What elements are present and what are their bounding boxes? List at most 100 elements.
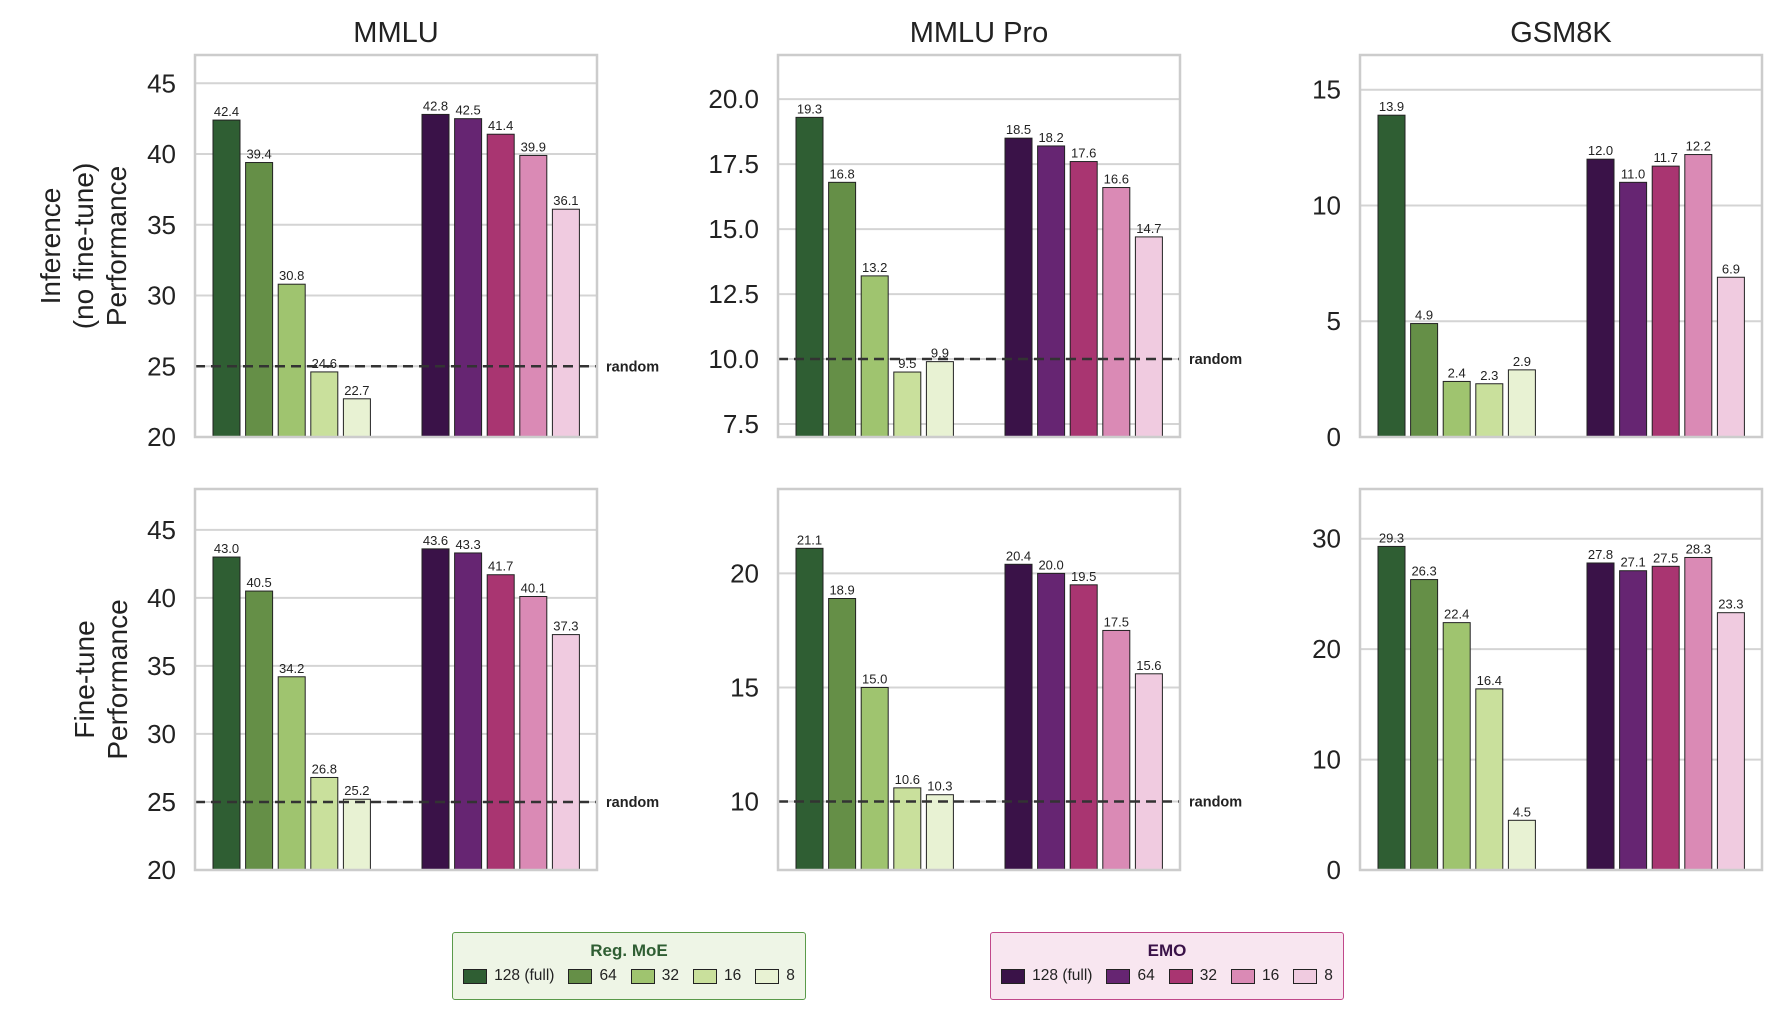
bar-value-label: 4.5 <box>1513 804 1531 819</box>
bar-value-label: 20.0 <box>1038 557 1063 572</box>
bar <box>519 595 548 871</box>
bar <box>1442 622 1471 871</box>
bar-value-label: 18.2 <box>1038 130 1063 145</box>
bar-value-label: 34.2 <box>279 661 304 676</box>
legend-swatch <box>1293 968 1318 984</box>
row-label-line: Inference <box>35 188 66 305</box>
bar-value-label: 16.6 <box>1104 172 1129 187</box>
bar-value-label: 40.1 <box>521 580 546 595</box>
y-tick-label: 30 <box>147 281 176 311</box>
bar-value-label: 26.8 <box>312 761 337 776</box>
legend-swatch <box>692 968 717 984</box>
y-tick-label: 12.5 <box>708 279 759 309</box>
bar-value-label: 19.3 <box>797 101 822 116</box>
bar-value-label: 2.3 <box>1480 368 1498 383</box>
bar <box>1684 154 1713 438</box>
row-label: Inference(no fine-tune)Performance <box>35 163 132 330</box>
plot-frame <box>1358 53 1764 439</box>
bar-value-label: 27.5 <box>1653 550 1678 565</box>
bar <box>1716 612 1745 871</box>
legend-item: 8 <box>1293 967 1333 985</box>
bar-value-label: 36.1 <box>553 193 578 208</box>
bar-value-label: 16.8 <box>829 166 854 181</box>
legend-emo: EMO 128 (full) 64 32 16 8 <box>990 932 1344 1000</box>
plot-frame <box>193 53 599 439</box>
bar-value-label: 10.3 <box>927 779 952 794</box>
panel-0-2: 0 5 10 15 13.9 4.9 2.4 2.3 2.9 12.0 11.0 11.7 12.2 6.… <box>1312 17 1764 452</box>
y-tick-label: 15 <box>1312 75 1341 105</box>
y-tick-label: 45 <box>147 515 176 545</box>
bar <box>1475 383 1504 438</box>
y-tick-label: 30 <box>1312 524 1341 554</box>
bar-value-label: 21.1 <box>797 532 822 547</box>
legend-item: 16 <box>692 967 741 985</box>
legend-item: 64 <box>1106 967 1155 985</box>
random-label: random <box>1189 795 1242 811</box>
bar <box>1410 323 1439 438</box>
bar-value-label: 24.6 <box>312 356 337 371</box>
bar-value-label: 41.4 <box>488 118 513 133</box>
y-tick-label: 35 <box>147 210 176 240</box>
panel-0-0: 20 25 30 35 40 45 42.4 39.4 30.8 24.6 22.7 42.8 42.5… <box>147 17 659 452</box>
y-tick-label: 15 <box>730 672 759 702</box>
bar <box>1619 570 1648 871</box>
legend-items: 128 (full) 64 32 16 8 <box>991 967 1343 985</box>
bar <box>421 113 450 438</box>
random-label: random <box>1189 352 1242 368</box>
legend-item-label: 32 <box>1199 967 1217 984</box>
y-tick-label: 10 <box>730 787 759 817</box>
bar <box>519 154 548 438</box>
bar-value-label: 39.4 <box>246 147 271 162</box>
bar <box>1004 563 1033 871</box>
bar-value-label: 27.1 <box>1620 555 1645 570</box>
y-tick-label: 40 <box>147 139 176 169</box>
column-title: MMLU Pro <box>910 17 1049 49</box>
panel-0-1: 7.510.012.515.017.520.0 19.316.813.29.59.… <box>708 17 1242 439</box>
bar <box>277 676 306 871</box>
bar-value-label: 2.9 <box>1513 354 1531 369</box>
y-tick-label: 10 <box>1312 745 1341 775</box>
bar-value-label: 9.9 <box>931 346 949 361</box>
y-tick-label: 40 <box>147 583 176 613</box>
legend-item: 32 <box>1168 967 1217 985</box>
bar <box>1069 584 1098 871</box>
bar <box>551 634 580 871</box>
bar-value-label: 15.6 <box>1136 658 1161 673</box>
legend-item: 128 (full) <box>463 967 554 985</box>
bar <box>1069 161 1098 438</box>
random-label: random <box>606 359 659 375</box>
bar <box>1586 562 1615 871</box>
bar <box>1102 187 1131 438</box>
bar <box>310 776 339 871</box>
bar-value-label: 16.4 <box>1477 673 1502 688</box>
bar-value-label: 14.7 <box>1136 221 1161 236</box>
y-tick-label: 0 <box>1327 422 1341 452</box>
bar-value-label: 25.2 <box>344 783 369 798</box>
legend-item: 16 <box>1230 967 1280 985</box>
y-tick-label: 30 <box>147 719 176 749</box>
y-tick-label: 25 <box>147 787 176 817</box>
legend-item: 32 <box>630 967 679 985</box>
bar <box>893 787 922 871</box>
column-title: MMLU <box>353 17 438 49</box>
bar <box>1410 579 1439 871</box>
bar <box>828 598 857 871</box>
legend-item-label: 128 (full) <box>1032 967 1093 984</box>
bar <box>454 118 483 438</box>
legend-item-label: 32 <box>661 967 679 984</box>
legend-swatch <box>630 968 655 984</box>
y-tick-label: 20 <box>730 558 759 588</box>
bar-value-label: 6.9 <box>1722 261 1740 276</box>
bar-value-label: 41.7 <box>488 559 513 574</box>
legend-item-label: 16 <box>1261 967 1280 984</box>
bar-value-label: 28.3 <box>1686 541 1711 556</box>
y-tick-label: 5 <box>1327 306 1341 336</box>
bar-value-label: 4.9 <box>1415 308 1433 323</box>
row-label-line: Performance <box>102 599 133 759</box>
legend-item-label: 64 <box>599 967 617 984</box>
legend-swatch <box>755 968 780 984</box>
bar <box>1134 236 1163 438</box>
bar-value-label: 26.3 <box>1411 564 1436 579</box>
y-tick-label: 0 <box>1327 855 1341 885</box>
random-label: random <box>606 795 659 811</box>
